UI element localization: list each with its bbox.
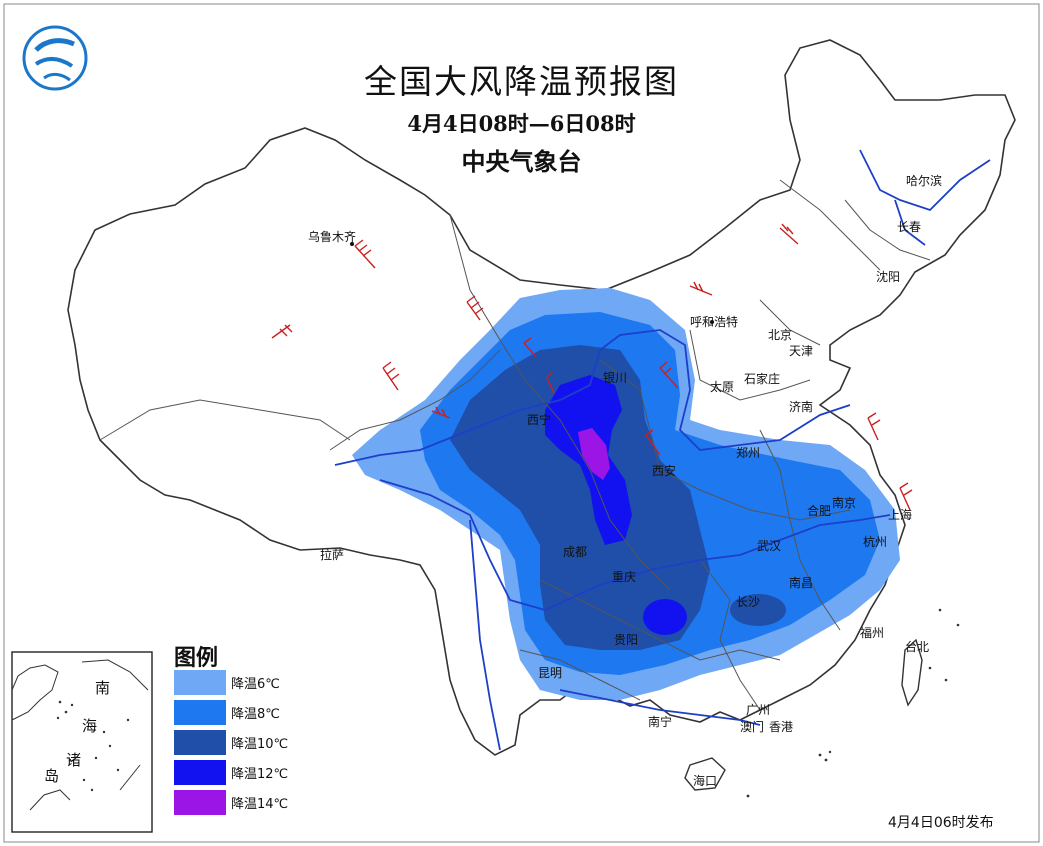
inset-label-hai: 海	[82, 717, 98, 735]
city-label: 南昌	[789, 576, 814, 590]
wind-barb-icon	[466, 295, 484, 321]
yellow-river	[334, 329, 851, 466]
city-label: 拉萨	[320, 548, 345, 562]
legend-swatch	[174, 790, 226, 815]
wind-barb-icon	[431, 406, 451, 419]
legend-title: 图例	[174, 646, 219, 671]
city-dot	[350, 242, 354, 246]
zone-12c-guizhou	[643, 599, 687, 635]
yangtze-river	[379, 479, 891, 611]
pearl-river	[559, 689, 761, 726]
legend-swatch	[174, 730, 226, 755]
city-label: 西安	[652, 464, 677, 478]
legend-label: 降温8℃	[231, 707, 280, 722]
legend-swatch	[174, 670, 226, 695]
city-label: 重庆	[612, 570, 637, 584]
city-dot	[710, 320, 714, 324]
wind-barb-icon	[382, 361, 400, 391]
legend-label: 降温12℃	[231, 767, 289, 782]
city-label: 乌鲁木齐	[308, 230, 357, 244]
city-label: 石家庄	[744, 372, 781, 386]
city-label: 海口	[693, 774, 718, 788]
wind-barbs	[271, 223, 913, 511]
wind-barb-icon	[271, 324, 293, 339]
city-label: 呼和浩特	[690, 315, 739, 329]
wind-barb-icon	[546, 371, 555, 394]
wind-barb-icon	[659, 361, 679, 389]
wind-barb-icon	[899, 482, 913, 511]
city-label: 郑州	[736, 446, 761, 460]
city-label: 成都	[563, 545, 588, 559]
zone-14c	[578, 428, 610, 480]
province-borders	[99, 179, 931, 711]
city-label: 台北	[905, 640, 930, 654]
city-label: 澳门	[740, 720, 765, 734]
legend-swatch	[174, 700, 226, 725]
southern-river	[469, 519, 501, 751]
small-islands	[746, 608, 960, 798]
city-label: 南京	[832, 496, 857, 510]
wind-barb-icon	[523, 337, 537, 358]
city-label: 武汉	[757, 539, 782, 553]
city-label: 香港	[769, 720, 794, 734]
hainan-island	[684, 757, 726, 791]
taiwan-island	[901, 638, 923, 707]
inset-label-nan: 南	[95, 679, 111, 697]
city-label: 银川	[603, 371, 628, 385]
city-label: 西宁	[527, 413, 552, 427]
songhua-river	[859, 149, 991, 212]
city-label: 济南	[789, 400, 814, 414]
city-label: 天津	[789, 344, 814, 358]
south-china-sea-inset	[11, 651, 153, 833]
city-label: 长沙	[736, 595, 761, 609]
city-label: 北京	[768, 328, 793, 342]
northeast-river	[894, 199, 926, 246]
legend-item-8c: 降温8℃	[174, 700, 280, 725]
city-label: 南宁	[648, 715, 673, 729]
legend-item-12c: 降温12℃	[174, 760, 288, 785]
city-label: 太原	[710, 380, 735, 394]
legend-label: 降温14℃	[231, 797, 289, 812]
city-label: 长春	[897, 220, 922, 234]
rivers	[334, 149, 991, 751]
legend-label: 降温6℃	[231, 677, 280, 692]
legend-swatch	[174, 760, 226, 785]
wind-barb-icon	[354, 239, 376, 269]
wind-barb-icon	[689, 281, 713, 296]
city-label: 沈阳	[876, 270, 901, 284]
inset-label-zhu: 诸	[66, 751, 82, 769]
city-label: 福州	[860, 626, 885, 640]
city-label: 哈尔滨	[906, 174, 943, 188]
city-label: 上海	[888, 508, 913, 522]
legend-item-10c: 降温10℃	[174, 730, 288, 755]
zone-10c	[450, 345, 710, 650]
wind-barb-icon	[779, 223, 799, 245]
wind-barb-icon	[867, 412, 881, 441]
inset-label-dao: 岛	[44, 767, 60, 785]
map-title: 全国大风降温预报图	[364, 62, 679, 101]
forecast-period: 4月4日08时—6日08时	[407, 111, 636, 136]
cooling-zones	[352, 288, 900, 700]
city-label: 贵阳	[614, 633, 639, 647]
city-label: 昆明	[538, 666, 563, 680]
city-label: 杭州	[863, 535, 888, 549]
cma-logo-icon	[22, 25, 88, 91]
legend-label: 降温10℃	[231, 737, 289, 752]
legend-item-14c: 降温14℃	[174, 790, 288, 815]
wind-barb-icon	[645, 429, 661, 456]
city-label: 合肥	[807, 504, 832, 518]
zone-10c-east	[730, 594, 786, 626]
legend-item-6c: 降温6℃	[174, 670, 280, 695]
city-label: 广州	[746, 703, 771, 717]
issuing-agency: 中央气象台	[461, 148, 582, 176]
publish-note: 4月4日06时发布	[888, 815, 994, 831]
